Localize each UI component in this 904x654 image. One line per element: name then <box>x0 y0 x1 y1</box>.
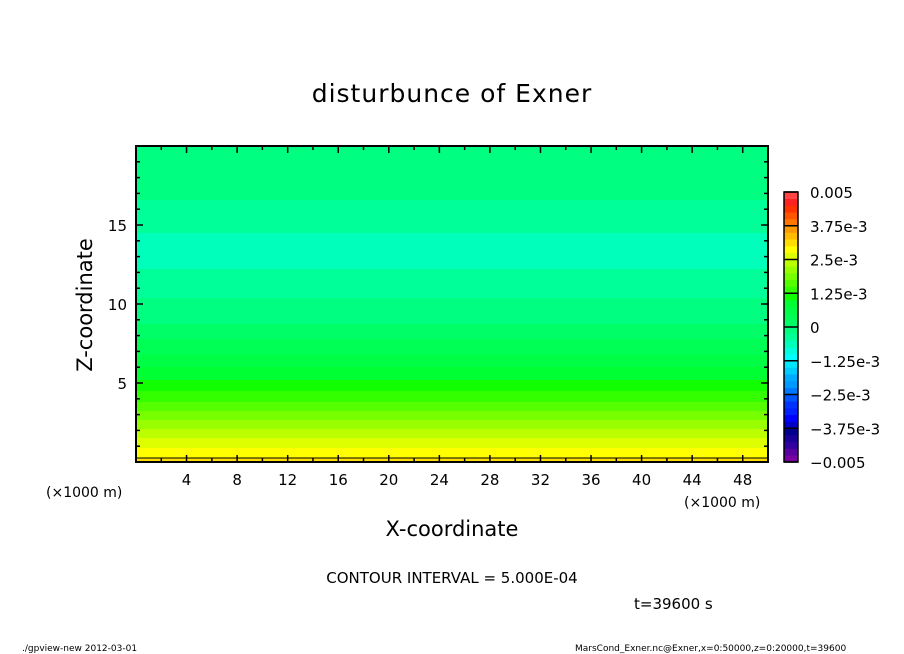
contour-band <box>136 355 768 367</box>
y-axis-label: Z-coordinate <box>73 238 97 372</box>
colorbar-cell <box>784 192 798 200</box>
contour-band <box>136 458 768 462</box>
colorbar-label: 1.25e-3 <box>810 285 868 303</box>
x-tick-label: 16 <box>329 471 348 489</box>
colorbar-cell <box>784 387 798 395</box>
contour-band <box>136 438 768 448</box>
contour-band <box>136 429 768 438</box>
colorbar-cell <box>784 354 798 362</box>
colorbar-cell <box>784 246 798 254</box>
contour-band <box>136 367 768 380</box>
x-tick-label: 48 <box>733 471 752 489</box>
colorbar-cell <box>784 333 798 341</box>
contour-band <box>136 420 768 429</box>
colorbar-cell <box>784 198 798 206</box>
colorbar-label: 0 <box>810 319 820 337</box>
colorbar-cell <box>784 219 798 227</box>
x-tick-label: 12 <box>278 471 297 489</box>
colorbar-cell <box>784 212 798 220</box>
colorbar-cell <box>784 327 798 335</box>
colorbar-label: −1.25e-3 <box>810 353 880 371</box>
colorbar-cell <box>784 286 798 294</box>
y-tick-label: 10 <box>108 296 127 314</box>
contour-band <box>136 200 768 233</box>
colorbar-cell <box>784 360 798 368</box>
colorbar-cell <box>784 252 798 260</box>
y-unit-label: (×1000 m) <box>46 485 122 501</box>
x-tick-label: 32 <box>531 471 550 489</box>
contour-band <box>136 146 768 200</box>
contour-band <box>136 339 768 355</box>
colorbar-label: −3.75e-3 <box>810 420 880 438</box>
colorbar-label: 2.5e-3 <box>810 252 858 270</box>
colorbar-cell <box>784 266 798 274</box>
x-tick-label: 28 <box>480 471 499 489</box>
x-tick-label: 24 <box>430 471 449 489</box>
contour-band <box>136 324 768 339</box>
colorbar-cell <box>784 279 798 287</box>
contour-band <box>136 402 768 411</box>
colorbar-cell <box>784 394 798 402</box>
colorbar-cell <box>784 435 798 443</box>
colorbar-cell <box>784 205 798 213</box>
contour-band <box>136 380 768 391</box>
colorbar-cell <box>784 306 798 314</box>
colorbar-cell <box>784 441 798 449</box>
colorbar-cell <box>784 313 798 321</box>
colorbar-cell <box>784 428 798 436</box>
contour-band <box>136 298 768 324</box>
source-text: MarsCond_Exner.nc@Exner,x=0:50000,z=0:20… <box>575 644 846 654</box>
colorbar-cell <box>784 232 798 240</box>
colorbar-label: −0.005 <box>810 454 866 472</box>
contour-band <box>136 391 768 402</box>
x-axis-label: X-coordinate <box>386 517 519 541</box>
colorbar-cell <box>784 455 798 463</box>
y-tick-label: 5 <box>117 375 127 393</box>
colorbar-cell <box>784 421 798 429</box>
x-tick-label: 40 <box>632 471 651 489</box>
colorbar-cell <box>784 374 798 382</box>
colorbar: 0.005 3.75e-3 2.5e-3 1.25e-3 0 −1.25e-3 −2.5e-… <box>783 184 880 472</box>
contour-band <box>136 448 768 458</box>
colorbar-cell <box>784 408 798 416</box>
y-tick-label: 15 <box>108 217 127 235</box>
colorbar-label: 0.005 <box>810 184 853 202</box>
colorbar-cell <box>784 381 798 389</box>
time-text: t=39600 s <box>634 595 713 613</box>
colorbar-label: −2.5e-3 <box>810 387 871 405</box>
x-tick-label: 44 <box>683 471 702 489</box>
colorbar-cell <box>784 401 798 409</box>
chart-title: disturbunce of Exner <box>312 79 593 108</box>
contour-interval-text: CONTOUR INTERVAL = 5.000E-04 <box>326 569 577 587</box>
x-tick-label: 36 <box>581 471 600 489</box>
x-unit-label: (×1000 m) <box>684 495 760 511</box>
colorbar-cell <box>784 300 798 308</box>
color-bands <box>136 146 768 462</box>
colorbar-cell <box>784 414 798 422</box>
colorbar-frame <box>783 191 799 463</box>
program-text: ./gpview-new 2012-03-01 <box>22 644 137 654</box>
contour-band <box>136 269 768 298</box>
colorbar-cell <box>784 225 798 233</box>
colorbar-cell <box>784 259 798 267</box>
x-tick-label: 4 <box>182 471 192 489</box>
x-tick-label: 20 <box>379 471 398 489</box>
contour-band <box>136 411 768 420</box>
colorbar-cell <box>784 340 798 348</box>
colorbar-cell <box>784 448 798 456</box>
colorbar-cell <box>784 239 798 247</box>
colorbar-cell <box>784 367 798 375</box>
colorbar-cell <box>784 293 798 301</box>
colorbar-cell <box>784 273 798 281</box>
colorbar-cell <box>784 320 798 328</box>
x-tick-label: 8 <box>232 471 242 489</box>
colorbar-cell <box>784 347 798 355</box>
contour-band <box>136 233 768 269</box>
colorbar-label: 3.75e-3 <box>810 218 868 236</box>
